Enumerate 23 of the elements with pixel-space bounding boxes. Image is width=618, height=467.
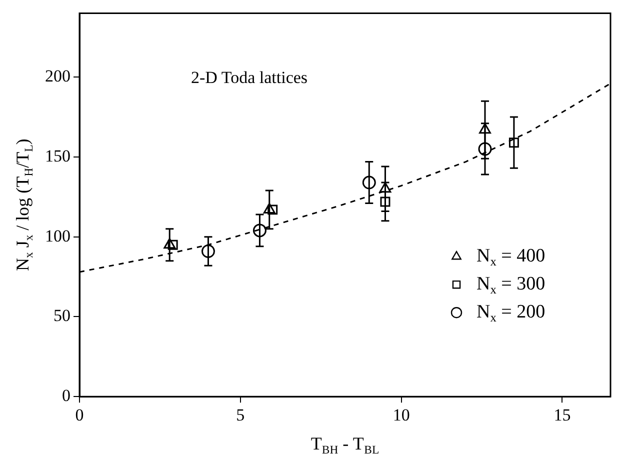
y-tick-label: 200 — [45, 66, 70, 86]
annotation: 2-D Toda lattices — [191, 68, 308, 87]
x-tick-label: 10 — [392, 405, 410, 424]
point — [252, 224, 266, 238]
point — [380, 196, 390, 207]
x-tick-label: 15 — [554, 405, 571, 424]
y-tick-label: 50 — [54, 306, 70, 326]
point — [362, 176, 376, 190]
x-tick-label: 0 — [75, 405, 84, 424]
point — [263, 202, 276, 214]
point — [479, 123, 491, 134]
point — [201, 244, 215, 258]
point — [268, 204, 278, 215]
point — [168, 240, 178, 250]
point — [478, 142, 492, 156]
x-tick-label: 5 — [236, 405, 245, 424]
point — [379, 182, 392, 193]
text: Nx Jx / log (TH/TL) — [12, 138, 36, 272]
point — [508, 138, 519, 148]
point — [164, 238, 176, 249]
y-tick-label: 0 — [62, 386, 70, 406]
y-tick-label: 150 — [45, 146, 70, 166]
y-tick-label: 100 — [45, 226, 70, 246]
